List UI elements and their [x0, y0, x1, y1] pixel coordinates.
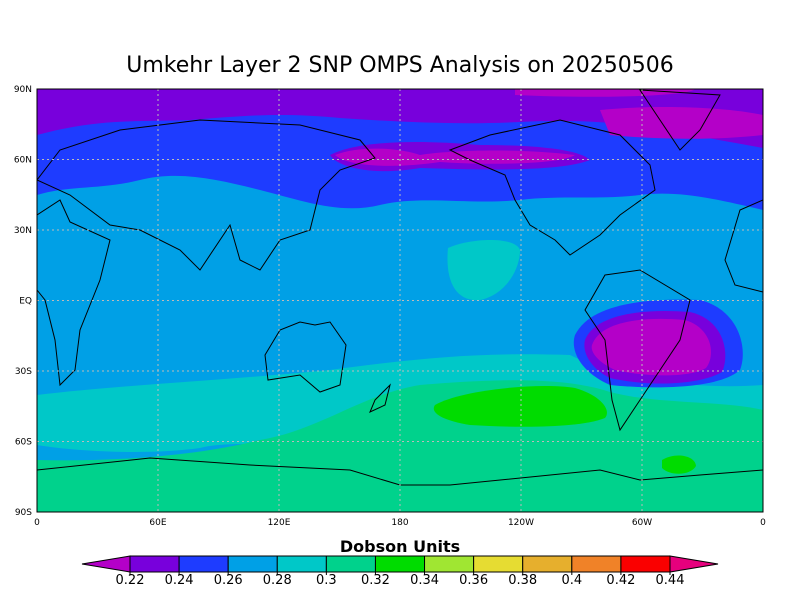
lon-label: 60E — [149, 518, 166, 528]
colorbar-tick-label: 0.24 — [165, 573, 194, 588]
colorbar-tick-label: 0.4 — [561, 573, 582, 588]
colorbar-tick-label: 0.42 — [606, 573, 635, 588]
colorbar-tick-label: 0.36 — [459, 573, 488, 588]
lon-label: 0 — [34, 518, 40, 528]
colorbar-tick-label: 0.34 — [410, 573, 439, 588]
field — [433, 385, 607, 427]
colorbar-segment — [374, 555, 426, 573]
lat-label: 60N — [14, 156, 32, 166]
lat-label: 90S — [15, 508, 32, 518]
lon-label: 60W — [632, 518, 652, 528]
field — [37, 89, 763, 148]
colorbar-segment — [473, 555, 524, 573]
colorbar-segment — [178, 555, 229, 573]
colorbar-segment — [276, 555, 327, 573]
colorbar-tick-label: 0.28 — [263, 573, 292, 588]
lon-label: 0 — [760, 518, 766, 528]
colorbar-tick-label: 0.26 — [214, 573, 243, 588]
lon-label: 120E — [268, 518, 291, 528]
lat-label: 30N — [14, 226, 32, 236]
colorbar-extend — [81, 555, 131, 573]
field — [662, 455, 696, 474]
colorbar-segment — [129, 555, 180, 573]
lat-label: 90N — [14, 85, 32, 95]
coastlines — [37, 89, 763, 486]
field — [591, 318, 712, 376]
lat-label: 60S — [15, 438, 32, 448]
colorbar-segment — [325, 555, 376, 573]
field — [335, 148, 575, 166]
colorbar-tick-label: 0.32 — [361, 573, 390, 588]
lat-label: EQ — [19, 297, 32, 307]
colorbar-segment — [620, 555, 671, 573]
colorbar-extend — [669, 555, 719, 573]
map-frame — [36, 88, 764, 513]
colorbar-tick-label: 0.44 — [656, 573, 685, 588]
lat-label: 30S — [15, 367, 32, 377]
colorbar-segment — [227, 555, 278, 573]
colorbar-segment — [522, 555, 573, 573]
lon-label: 120W — [508, 518, 534, 528]
field — [447, 240, 520, 301]
colorbar-tick-label: 0.22 — [116, 573, 145, 588]
title: Umkehr Layer 2 SNP OMPS Analysis on 2025… — [126, 53, 674, 78]
map — [37, 89, 763, 512]
colorbar-tick-label: 0.38 — [508, 573, 537, 588]
colorbar-segment — [571, 555, 622, 573]
colorbar-segment — [424, 555, 475, 573]
colorbar-tick-label: 0.3 — [316, 573, 337, 588]
lon-label: 180 — [391, 518, 408, 528]
colorbar-label: Dobson Units — [340, 537, 460, 556]
field — [600, 107, 763, 139]
